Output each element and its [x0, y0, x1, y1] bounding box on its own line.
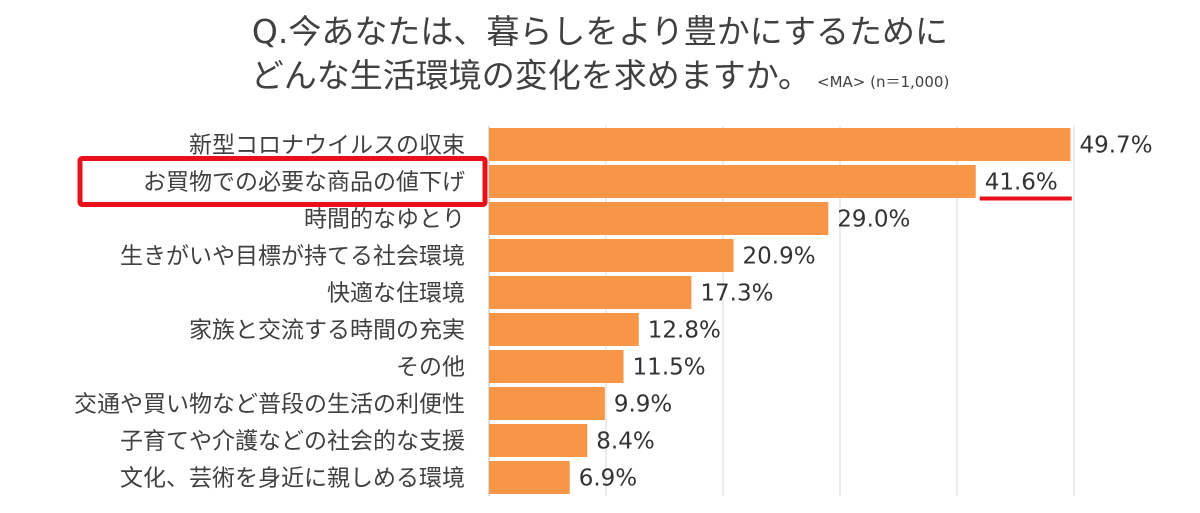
value-label: 41.6%	[985, 170, 1058, 196]
category-label: 子育てや介護などの社会的な支援	[120, 429, 465, 455]
category-label: 快適な住環境	[327, 281, 465, 307]
bar	[489, 387, 605, 420]
value-label: 17.3%	[700, 281, 773, 307]
category-label: 文化、芸術を身近に親しめる環境	[120, 466, 465, 492]
bar	[489, 424, 588, 457]
value-label: 8.4%	[596, 429, 654, 455]
bar	[489, 239, 734, 272]
bar	[489, 350, 624, 383]
highlight-layer	[77, 156, 1072, 207]
bar	[489, 276, 692, 309]
value-label: 9.9%	[614, 392, 672, 418]
value-label: 49.7%	[1079, 133, 1152, 159]
title-line-1: Q.今あなたは、暮らしをより豊かにするために	[251, 12, 949, 51]
value-label: 20.9%	[743, 244, 816, 270]
category-label: お買物での必要な商品の値下げ	[143, 170, 465, 196]
category-label: 生きがいや目標が持てる社会環境	[120, 244, 465, 270]
sample-note: <MA> (n＝1,000)	[817, 73, 950, 91]
value-label: 11.5%	[633, 355, 706, 381]
labels-layer: 新型コロナウイルスの収束 49.7% お買物での必要な商品の値下げ 41.6% 時間的な…	[74, 133, 1153, 492]
bar	[489, 313, 639, 346]
bars-layer	[489, 128, 1071, 494]
bar	[489, 202, 829, 235]
bar	[489, 165, 976, 198]
category-label: その他	[396, 355, 465, 381]
category-label: 新型コロナウイルスの収束	[189, 133, 465, 159]
value-label: 29.0%	[837, 207, 910, 233]
bar	[489, 128, 1071, 161]
title-line-2: どんな生活環境の変化を求めますか。 <MA> (n＝1,000)	[0, 54, 1200, 104]
value-label: 12.8%	[648, 318, 721, 344]
bar	[489, 461, 570, 494]
highlight-box	[77, 156, 488, 207]
title-line-2-text: どんな生活環境の変化を求めますか。	[250, 56, 812, 95]
chart-title: Q.今あなたは、暮らしをより豊かにするために どんな生活環境の変化を求めますか。…	[0, 0, 1200, 104]
value-label: 6.9%	[579, 466, 637, 492]
category-label: 交通や買い物など普段の生活の利便性	[74, 392, 465, 418]
category-label: 時間的なゆとり	[304, 207, 465, 233]
category-label: 家族と交流する時間の充実	[189, 318, 465, 344]
